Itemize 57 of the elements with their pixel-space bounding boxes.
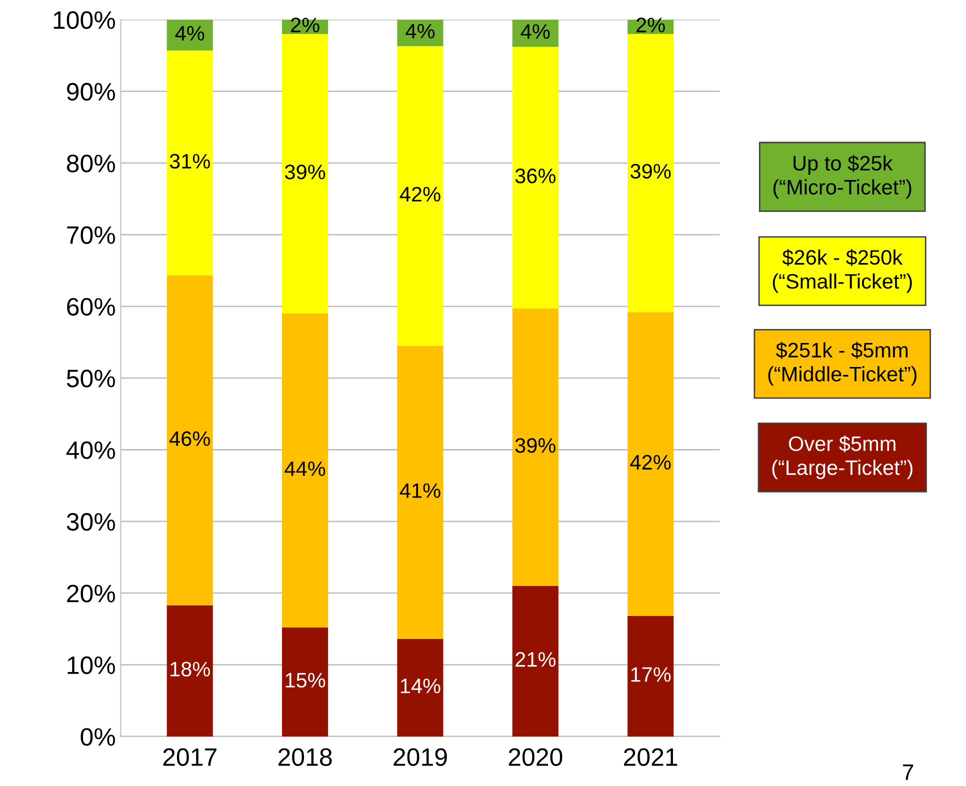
bar <box>166 605 213 736</box>
bar <box>166 20 213 50</box>
bar <box>512 586 558 736</box>
y-tick-label: 100% <box>54 11 116 29</box>
x-tick-label: 2019 <box>394 748 447 766</box>
data-label: 41% <box>400 483 440 498</box>
y-tick-label: 30% <box>66 513 115 531</box>
data-label: 4% <box>520 24 550 39</box>
text: $26k - $250k (“Small-Ticket”) <box>772 249 912 293</box>
y-tick-label: 80% <box>66 154 115 172</box>
text: Up to $25k (“Micro-Ticket”) <box>773 155 912 199</box>
y-tick-label: 50% <box>66 370 115 388</box>
bar <box>628 34 674 312</box>
data-label: 2% <box>291 18 320 32</box>
bar <box>628 312 674 616</box>
data-label: 42% <box>400 186 440 202</box>
bar <box>282 314 328 628</box>
bar <box>282 628 328 736</box>
x-tick-label: 2018 <box>278 748 332 766</box>
x-tick-label: 2017 <box>163 748 216 766</box>
data-label: 36% <box>515 168 556 184</box>
bar <box>512 46 558 309</box>
y-tick-label: 60% <box>67 298 115 316</box>
data-label: 2% <box>636 18 665 32</box>
data-label: 4% <box>406 24 435 38</box>
y-tick-label: 20% <box>67 584 115 602</box>
data-label: 21% <box>516 652 556 667</box>
data-label: 39% <box>284 164 326 180</box>
data-label: 17% <box>631 667 671 682</box>
y-tick-label: 40% <box>66 441 115 460</box>
x-tick-label: 2020 <box>508 748 562 766</box>
y-tick-label: 0% <box>80 728 115 746</box>
data-label: 44% <box>284 461 326 476</box>
text: 7 <box>903 764 914 780</box>
bar <box>397 46 444 346</box>
y-tick-label: 90% <box>67 82 115 101</box>
text: Over $5mm (“Large-Ticket”) <box>772 435 912 480</box>
data-label: 18% <box>170 662 210 676</box>
y-tick-label: 70% <box>67 226 115 244</box>
bar <box>512 308 558 586</box>
bar <box>397 346 444 639</box>
text: $251k - $5mm (“Middle-Ticket”) <box>768 342 916 386</box>
bar <box>166 50 213 276</box>
data-label: 14% <box>400 678 440 694</box>
bar <box>166 276 213 606</box>
data-label: 39% <box>515 438 556 453</box>
data-label: 4% <box>175 26 204 41</box>
x-tick-label: 2021 <box>624 748 678 766</box>
bar <box>628 616 674 736</box>
data-label: 39% <box>630 164 671 179</box>
data-label: 31% <box>170 154 210 169</box>
bar <box>282 34 328 314</box>
data-label: 42% <box>630 454 671 470</box>
data-label: 46% <box>169 431 210 446</box>
bar <box>397 638 444 736</box>
y-tick-label: 10% <box>68 656 115 674</box>
data-label: 15% <box>286 672 326 688</box>
